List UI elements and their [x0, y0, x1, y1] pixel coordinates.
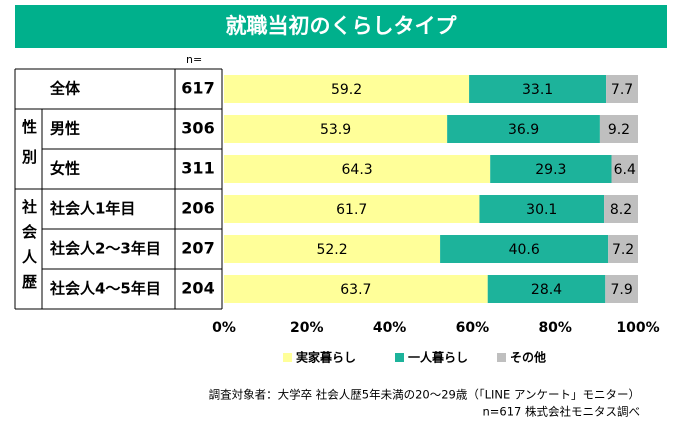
- data-label: 36.9: [508, 122, 539, 138]
- bar-segment: [224, 195, 480, 223]
- data-label: 29.3: [535, 162, 566, 178]
- row-label: 全体: [49, 80, 81, 98]
- bar-segment: [469, 75, 607, 103]
- n-value: 207: [181, 239, 214, 258]
- bar-segment: [440, 235, 609, 263]
- x-tick-label: 20%: [290, 320, 324, 336]
- data-label: 7.7: [611, 82, 633, 98]
- data-label: 28.4: [531, 282, 562, 298]
- row-label: 社会人4～5年目: [49, 280, 161, 298]
- n-value: 306: [181, 119, 214, 138]
- bar-segment: [611, 155, 638, 183]
- bar-segment: [487, 275, 606, 303]
- data-label: 53.9: [320, 122, 351, 138]
- title-banner: [15, 5, 667, 48]
- row-label: 社会人2～3年目: [49, 240, 161, 258]
- n-value: 206: [181, 199, 214, 218]
- bar-segment: [224, 75, 470, 103]
- data-label: 64.3: [342, 162, 373, 178]
- row-label: 女性: [50, 160, 80, 178]
- n-value: 204: [181, 279, 214, 298]
- data-label: 7.2: [612, 242, 634, 258]
- legend-swatch: [283, 353, 292, 362]
- legend-swatch: [395, 353, 404, 362]
- data-label: 6.4: [614, 162, 636, 178]
- bar-segment: [490, 155, 612, 183]
- x-tick-label: 40%: [373, 320, 407, 336]
- legend-label: その他: [510, 350, 546, 365]
- n-value: 617: [181, 79, 214, 98]
- data-label: 40.6: [509, 242, 540, 258]
- note: 調査対象者：大学卒 社会人歴5年未満の20～29歳（「LINE アンケート」モニ…: [209, 388, 640, 402]
- bar-segment: [224, 155, 491, 183]
- legend-swatch: [497, 353, 506, 362]
- group-label: 性別: [20, 118, 38, 179]
- bar-segment: [605, 275, 638, 303]
- bar-segment: [606, 75, 638, 103]
- data-label: 59.2: [331, 82, 362, 98]
- n-value: 311: [181, 159, 214, 178]
- bar-segment: [608, 235, 638, 263]
- data-label: 30.1: [526, 202, 557, 218]
- data-label: 9.2: [608, 122, 630, 138]
- bar-segment: [479, 195, 605, 223]
- bar-segment: [224, 235, 441, 263]
- group-label: 社会人歴: [20, 198, 38, 299]
- chart-title: 就職当初のくらしタイプ: [226, 14, 458, 38]
- data-label: 33.1: [522, 82, 553, 98]
- bar-segment: [599, 115, 638, 143]
- data-label: 7.9: [611, 282, 633, 298]
- bar-segment: [224, 115, 448, 143]
- note: n=617 株式会社モニタス調べ: [482, 405, 640, 419]
- legend-label: 実家暮らし: [296, 350, 356, 365]
- n-header: n=: [186, 53, 202, 66]
- bar-segment: [447, 115, 600, 143]
- data-label: 8.2: [610, 202, 632, 218]
- data-label: 61.7: [336, 202, 367, 218]
- bar-segment: [604, 195, 638, 223]
- data-label: 63.7: [340, 282, 371, 298]
- row-label: 男性: [50, 120, 80, 138]
- bar-segment: [224, 275, 488, 303]
- x-tick-label: 100%: [616, 320, 659, 336]
- row-label: 社会人1年目: [49, 200, 135, 218]
- data-label: 52.2: [316, 242, 347, 258]
- x-tick-label: 60%: [456, 320, 490, 336]
- legend-label: 一人暮らし: [408, 350, 468, 365]
- x-tick-label: 80%: [538, 320, 572, 336]
- x-tick-label: 0%: [212, 320, 236, 336]
